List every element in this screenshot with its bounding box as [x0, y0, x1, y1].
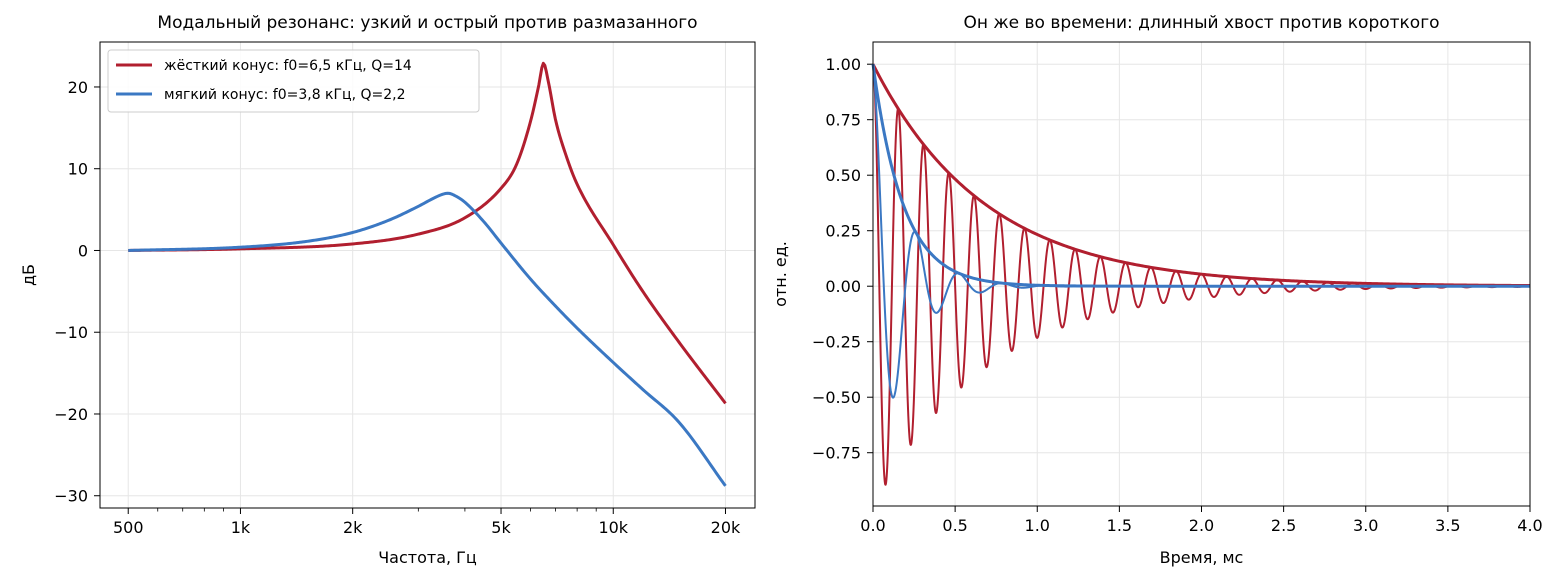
- time-chart-title: Он же во времени: длинный хвост против к…: [963, 13, 1439, 33]
- time-tick-label-x: 0.0: [860, 516, 885, 535]
- time-tick-label-x: 3.5: [1435, 516, 1460, 535]
- frequency-ticks: 500 1k 2k 5k 10k 20k 20 10 0 −10 −20 −30: [54, 78, 741, 537]
- frequency-tick-label-y: 10: [68, 160, 88, 179]
- time-tick-label-y: 0.50: [825, 166, 861, 185]
- time-tick-label-x: 2.5: [1271, 516, 1296, 535]
- legend-box: [107, 49, 480, 113]
- time-tick-label-y: −0.50: [812, 388, 861, 407]
- time-tick-label-x: 4.0: [1517, 516, 1542, 535]
- time-plot-frame: [872, 41, 1531, 507]
- legend-label-soft-cone: мягкий конус: f0=3,8 кГц, Q=2,2: [164, 87, 406, 103]
- frequency-tick-label-y: 20: [68, 78, 88, 97]
- frequency-chart-title: Модальный резонанс: узкий и острый проти…: [157, 13, 697, 33]
- frequency-y-axis-label: дБ: [19, 264, 38, 286]
- legend-label-stiff-cone: жёсткий конус: f0=6,5 кГц, Q=14: [164, 58, 412, 74]
- frequency-series: [128, 61, 727, 487]
- time-tick-label-x: 1.5: [1107, 516, 1132, 535]
- time-tick-label-x: 1.0: [1025, 516, 1050, 535]
- frequency-tick-label-y: 0: [78, 241, 88, 260]
- time-tick-label-y: 0.25: [825, 222, 861, 241]
- frequency-tick-label-y: −10: [54, 323, 88, 342]
- frequency-x-axis-label: Частота, Гц: [378, 548, 477, 567]
- frequency-tick-label-x: 1k: [231, 518, 251, 537]
- frequency-response-chart: 500 1k 2k 5k 10k 20k 20 10 0 −10 −20 −30 Модальный …: [19, 13, 756, 567]
- time-tick-label-x: 2.0: [1189, 516, 1214, 535]
- frequency-tick-label-y: −20: [54, 405, 88, 424]
- stiff-cone-envelope: [871, 63, 1531, 288]
- time-tick-label-x: 3.0: [1353, 516, 1378, 535]
- frequency-tick-label-x: 2k: [343, 518, 363, 537]
- time-tick-label-x: 0.5: [942, 516, 967, 535]
- time-x-axis-label: Время, мс: [1160, 548, 1244, 567]
- time-response-chart: 0.0 0.5 1.0 1.5 2.0 2.5 3.0 3.5 4.0 1.00 0.75 0.50 0…: [771, 13, 1543, 567]
- frequency-legend: жёсткий конус: f0=6,5 кГц, Q=14 мягкий к…: [107, 49, 480, 113]
- time-tick-label-y: 0.00: [825, 277, 861, 296]
- frequency-tick-label-x: 5k: [491, 518, 511, 537]
- time-tick-label-y: −0.75: [812, 444, 861, 463]
- time-tick-label-y: 0.75: [825, 111, 861, 130]
- soft-cone-envelope: [871, 63, 1530, 288]
- frequency-plot-frame: [99, 41, 756, 509]
- time-y-axis-label: отн. ед.: [771, 241, 790, 307]
- frequency-tick-label-x: 20k: [711, 518, 741, 537]
- time-tick-label-y: −0.25: [812, 333, 861, 352]
- frequency-tick-label-x: 10k: [598, 518, 628, 537]
- series-line-soft-cone: [128, 191, 727, 487]
- time-ticks: 0.0 0.5 1.0 1.5 2.0 2.5 3.0 3.5 4.0 1.00 0.75 0.50 0…: [812, 55, 1543, 535]
- time-tick-label-y: 1.00: [825, 55, 861, 74]
- frequency-tick-label-x: 500: [113, 518, 144, 537]
- frequency-tick-label-y: −30: [54, 487, 88, 506]
- time-series: [871, 63, 1531, 486]
